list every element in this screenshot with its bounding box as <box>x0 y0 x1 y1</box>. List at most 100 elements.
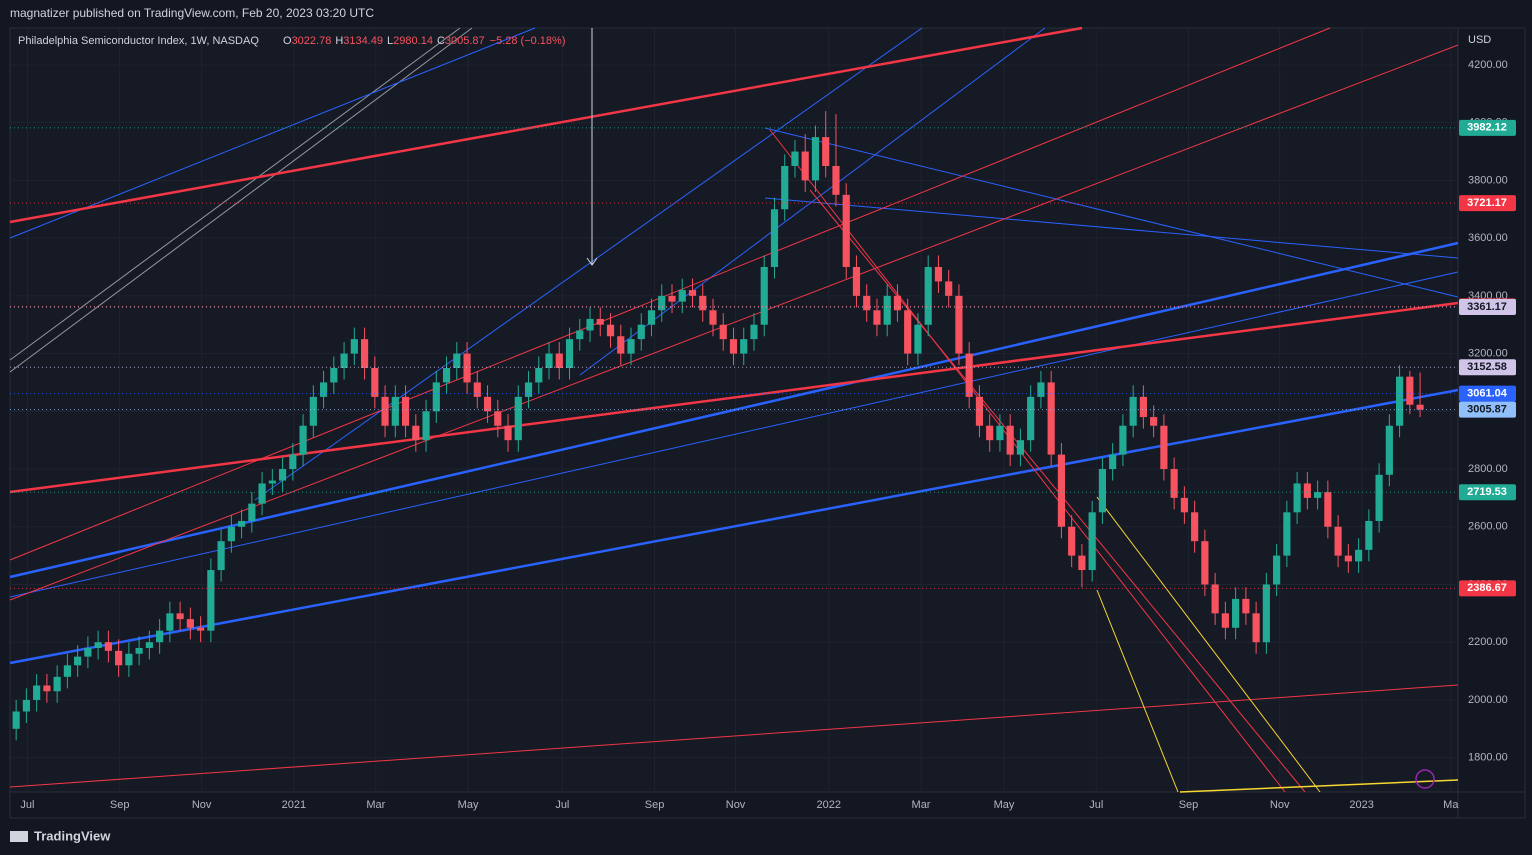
candle-body <box>279 469 287 481</box>
candle-body <box>688 290 697 296</box>
candle-body <box>1201 541 1209 585</box>
candle-body <box>668 295 676 302</box>
candle-body <box>483 396 492 412</box>
candle-body <box>289 454 297 470</box>
candle-body <box>535 368 543 383</box>
x-tick-label: Jul <box>1089 799 1103 811</box>
candle-body <box>1027 396 1035 441</box>
trend-line <box>1096 496 1321 793</box>
trend-line <box>764 197 1459 259</box>
candle-body <box>330 368 338 383</box>
legend-title: Philadelphia Semiconductor Index, 1W, NA… <box>18 35 259 47</box>
x-tick-label: 2022 <box>817 799 841 811</box>
price-label: 3005.87 <box>1467 404 1507 416</box>
candle-body <box>770 209 779 267</box>
frame <box>9 27 1526 819</box>
candle-body <box>381 396 389 426</box>
candle-body <box>227 526 235 542</box>
y-tick-label: 2000.00 <box>1468 694 1508 706</box>
candle-body <box>719 324 727 340</box>
candle-body <box>801 151 809 181</box>
candle-body <box>1355 549 1363 562</box>
candle-body <box>545 353 553 369</box>
candle-body <box>135 647 143 654</box>
candle-body <box>1068 526 1076 556</box>
trend-line <box>254 27 923 501</box>
candle-body <box>197 627 205 631</box>
candle-body <box>627 339 635 354</box>
candle-body <box>268 480 276 484</box>
candle-body <box>63 665 71 677</box>
price-label: 3982.12 <box>1467 122 1507 134</box>
alert-icon[interactable] <box>1415 769 1435 789</box>
candle-body <box>822 137 830 166</box>
candle-body <box>391 396 399 426</box>
trend-line <box>9 26 1083 224</box>
candle-body <box>258 483 266 504</box>
candle-body <box>166 613 174 631</box>
candle-body <box>1324 492 1332 527</box>
candle-body <box>1262 584 1270 643</box>
trend-line <box>1179 779 1459 793</box>
candle-body <box>1016 440 1025 455</box>
candle-body <box>1160 425 1168 470</box>
candle-body <box>1037 382 1045 397</box>
trend-line <box>769 129 1286 793</box>
candle-body <box>145 642 153 648</box>
price-label-box <box>1459 385 1516 402</box>
candle-body <box>1232 598 1240 628</box>
candle-body <box>699 295 707 311</box>
candle-body <box>1365 520 1373 550</box>
candle-body <box>1344 555 1352 562</box>
candles <box>12 111 1424 741</box>
price-label-box <box>1459 580 1516 597</box>
candle-body <box>750 324 758 340</box>
candle-body <box>1078 555 1086 571</box>
candle-body <box>904 310 912 354</box>
candle-body <box>84 647 92 657</box>
candle-body <box>309 396 317 426</box>
candle-body <box>1273 555 1281 585</box>
x-tick-label: Mar <box>912 799 931 811</box>
candle-body <box>453 353 461 369</box>
x-tick-label: Jul <box>555 799 569 811</box>
candle-body <box>596 318 604 325</box>
x-tick-label: May <box>994 799 1015 811</box>
price-label: 2386.67 <box>1467 582 1507 594</box>
candle-body <box>729 339 738 354</box>
x-tick-label: Sep <box>1179 799 1199 811</box>
ohlc-letter: C <box>437 35 445 47</box>
y-tick-label: 1800.00 <box>1468 752 1508 764</box>
x-tick-label: Nov <box>726 799 746 811</box>
candle-body <box>115 650 123 666</box>
x-tick-label: 2021 <box>282 799 306 811</box>
price-label-box <box>1459 484 1516 501</box>
candle-body <box>12 711 20 729</box>
candle-body <box>852 266 861 296</box>
trend-line <box>9 301 1459 494</box>
candle-body <box>43 685 51 692</box>
candle-body <box>1221 613 1229 628</box>
candle-body <box>1406 376 1414 405</box>
candle-body <box>647 310 656 325</box>
candle-body <box>986 425 994 441</box>
price-label: 2719.53 <box>1467 486 1507 498</box>
price-label: 3152.58 <box>1467 361 1507 373</box>
candle-body <box>781 165 789 210</box>
price-label: 3061.04 <box>1467 388 1508 400</box>
candle-body <box>955 295 963 354</box>
candle-body <box>1057 454 1066 527</box>
candle-body <box>186 619 194 628</box>
candle-body <box>22 699 30 712</box>
price-label: 3361.17 <box>1467 301 1507 313</box>
y-tick-label: 3600.00 <box>1468 232 1508 244</box>
candle-body <box>1252 613 1260 643</box>
candle-body <box>760 266 768 325</box>
arrow-head <box>586 257 598 266</box>
ohlc-letter: O <box>283 35 292 47</box>
trend-line <box>9 271 1459 598</box>
candle-body <box>1180 497 1188 513</box>
candle-body <box>975 396 984 426</box>
candle-body <box>832 165 840 195</box>
